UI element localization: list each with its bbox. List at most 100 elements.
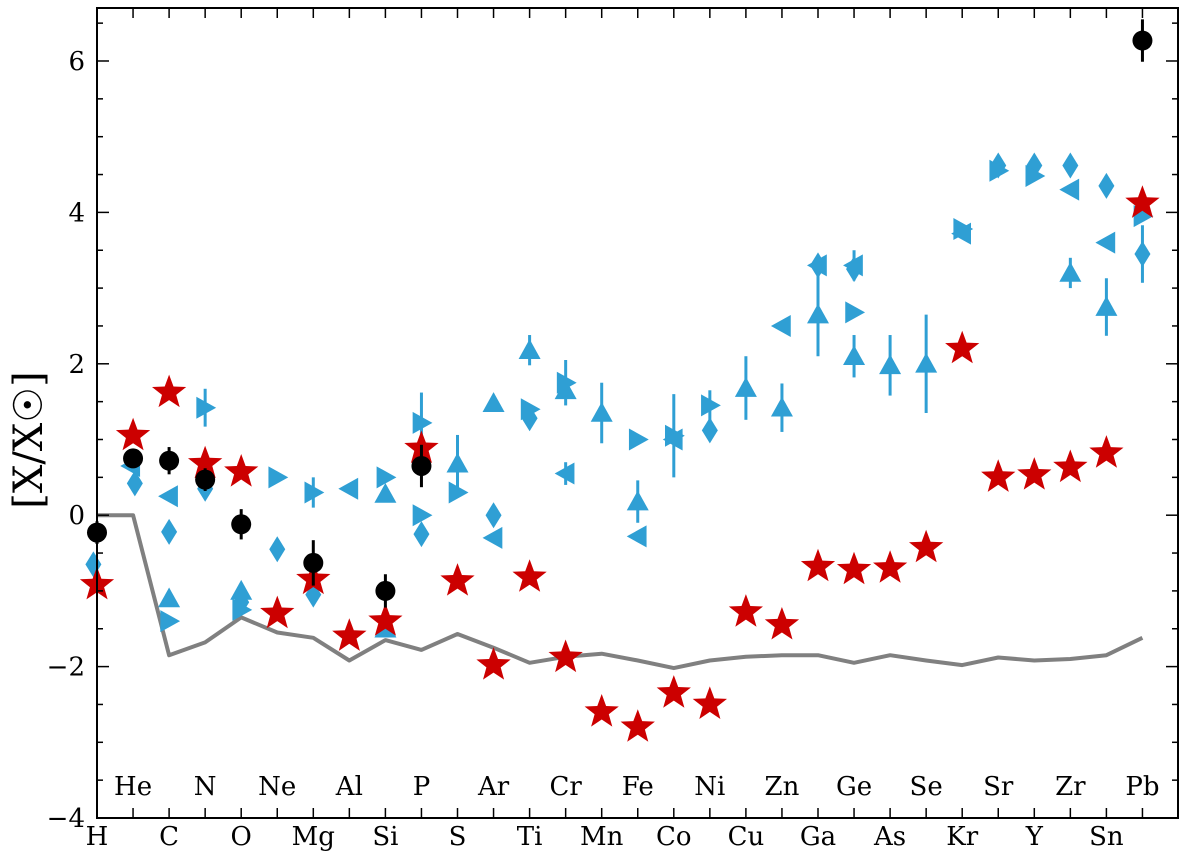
blue-tri-up-marker [770, 396, 793, 417]
blue-tri-left-marker [626, 525, 647, 548]
red-star-marker [1017, 457, 1052, 490]
element-label-upper: He [114, 772, 152, 802]
red-star-marker [152, 374, 187, 408]
blue-tri-right-marker [160, 610, 181, 633]
red-star-marker [945, 330, 980, 364]
red-star-marker [692, 686, 727, 719]
blue-diamond-marker [1134, 241, 1151, 268]
black-circle-marker [195, 469, 216, 490]
red-star-marker [909, 529, 944, 563]
element-label-upper: Ne [258, 772, 296, 802]
blue-tri-right-marker [304, 481, 325, 504]
blue-tri-right-marker [196, 396, 217, 419]
blue-diamond-marker [1098, 172, 1115, 199]
blue-tri-left-marker [770, 314, 791, 337]
red-star-marker [512, 559, 547, 592]
element-label-bottom: H [86, 822, 109, 852]
blue-tri-left-marker [1095, 231, 1116, 254]
element-label-bottom: Y [1025, 822, 1044, 852]
red-star-marker [548, 639, 583, 673]
red-star-marker [260, 595, 295, 629]
element-label-bottom: Co [656, 822, 692, 852]
blue-tri-right-marker [448, 481, 469, 504]
blue-diamond-marker [269, 536, 286, 563]
red-star-marker [800, 548, 836, 582]
blue-tri-up-marker [374, 483, 397, 503]
blue-tri-up-marker [1095, 296, 1118, 316]
element-label-bottom: Si [372, 822, 398, 852]
red-star-marker [584, 694, 619, 727]
red-star-marker [1089, 435, 1124, 468]
blue-tri-right-marker [845, 301, 866, 324]
element-label-upper: Sr [983, 772, 1014, 802]
blue-diamond-marker [413, 521, 430, 548]
blue-diamond-marker [521, 405, 538, 432]
red-star-marker [224, 454, 259, 487]
red-star-marker [368, 603, 403, 636]
blue-tri-up-marker [843, 345, 866, 366]
y-tick-label: −4 [47, 804, 85, 834]
blue-tri-left-marker [662, 428, 683, 451]
blue-tri-left-marker [482, 526, 503, 549]
element-label-upper: P [413, 772, 431, 802]
blue-tri-right-marker [701, 394, 721, 417]
red-star-marker [1125, 185, 1160, 218]
blue-tri-right-marker [628, 428, 649, 451]
element-label-bottom: Ga [800, 822, 836, 852]
y-tick-label: 0 [68, 501, 85, 531]
element-label-bottom: As [873, 822, 906, 852]
red-star-marker [1053, 449, 1088, 483]
element-label-bottom: Sn [1089, 822, 1124, 852]
blue-tri-up-marker [807, 303, 829, 324]
element-label-upper: Cr [549, 772, 582, 802]
blue-tri-up-marker [482, 392, 505, 412]
blue-tri-up-marker [626, 490, 649, 511]
red-star-marker [476, 647, 511, 680]
blue-markers-layer [85, 152, 1154, 638]
element-label-upper: Ge [836, 772, 872, 802]
element-label-bottom: Kr [946, 822, 978, 852]
element-label-bottom: S [449, 822, 467, 852]
element-label-bottom: Mn [580, 822, 624, 852]
solar-reference-line [97, 513, 1144, 671]
element-label-upper: N [194, 772, 217, 802]
blue-tri-up-marker [518, 339, 541, 359]
element-label-upper: Al [335, 772, 363, 802]
blue-tri-up-marker [879, 354, 902, 375]
blue-tri-up-marker [734, 377, 757, 397]
red-star-marker [764, 607, 800, 640]
red-star-marker [332, 618, 367, 651]
blue-diamond-marker [485, 502, 502, 529]
element-label-bottom: Cu [728, 822, 765, 852]
y-tick-label: −2 [47, 653, 85, 683]
blue-tri-up-marker [590, 402, 613, 422]
element-label-bottom: O [231, 822, 252, 852]
y-axis-label: [X/X☉] [6, 371, 52, 509]
blue-tri-right-marker [412, 504, 433, 527]
blue-diamond-marker [126, 470, 143, 497]
red-star-marker [620, 709, 655, 742]
blue-tri-right-marker [989, 159, 1010, 182]
element-label-upper: Se [910, 772, 943, 802]
red-star-marker [981, 459, 1016, 492]
element-label-upper: Zr [1055, 772, 1086, 802]
red-star-marker [115, 417, 151, 451]
blue-tri-left-marker [554, 462, 575, 485]
blue-tri-right-marker [268, 466, 289, 489]
red-star-marker [656, 675, 691, 708]
blue-diamond-marker [161, 518, 178, 545]
black-circle-marker [123, 448, 144, 469]
blue-tri-up-marker [446, 452, 469, 473]
solar-reference-line-layer [97, 513, 1144, 671]
element-label-upper: Ar [477, 772, 510, 802]
element-label-upper: Pb [1125, 772, 1159, 802]
red-star-marker [836, 551, 872, 585]
blue-tri-left-marker [338, 477, 359, 500]
plot-frame [96, 7, 1179, 819]
blue-tri-left-marker [1059, 178, 1080, 201]
blue-tri-up-marker [158, 587, 181, 608]
element-label-upper: Zn [765, 772, 800, 802]
blue-tri-left-marker [158, 485, 178, 508]
blue-tri-up-marker [1059, 261, 1082, 282]
